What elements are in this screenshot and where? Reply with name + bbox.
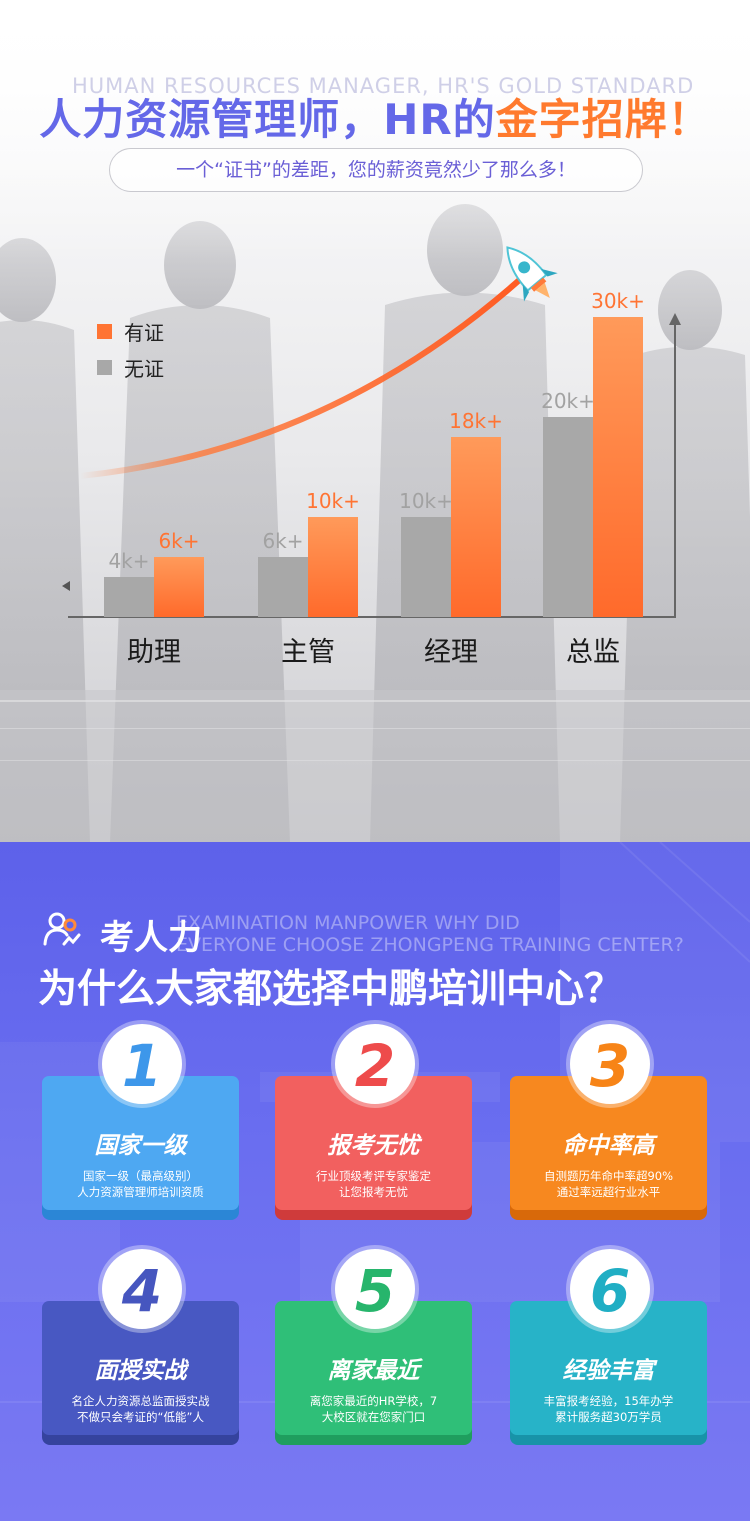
feature-card: 1 国家一级国家一级（最高级别） 人力资源管理师培训资质	[42, 1024, 239, 1254]
rocket-icon	[506, 246, 558, 302]
category-label: 经理	[424, 637, 478, 668]
card-title: 报考无忧	[327, 1133, 420, 1159]
card-desc-line1: 丰富报考经验，15年办学	[543, 1394, 674, 1408]
card-number-badge: 4	[102, 1249, 182, 1329]
bg-text-line1: EXAMINATION MANPOWER WHY DID	[176, 912, 520, 934]
section2-title-line1: 考人力	[100, 918, 202, 958]
card-desc-line2: 人力资源管理师培训资质	[77, 1185, 204, 1199]
card-number-badge: 3	[570, 1024, 650, 1104]
feature-card: 3 命中率高自测题历年命中率超90% 通过率远超行业水平	[510, 1024, 707, 1254]
bar-value-label: 4k+	[108, 549, 149, 573]
feature-card: 4 面授实战名企人力资源总监面授实战 不做只会考证的“低能”人	[42, 1249, 239, 1479]
page-title: 人力资源管理师，HR的金字招牌！	[0, 86, 750, 147]
card-desc-line1: 国家一级（最高级别）	[83, 1169, 198, 1183]
card-desc-line2: 通过率远超行业水平	[556, 1185, 661, 1199]
bar-without-cert	[543, 417, 593, 617]
card-number: 6	[589, 1257, 631, 1325]
card-number: 4	[121, 1257, 163, 1325]
feature-card: 6 经验丰富丰富报考经验，15年办学 累计服务超30万学员	[510, 1249, 707, 1479]
card-desc-line1: 自测题历年命中率超90%	[543, 1169, 674, 1183]
legend-item-with-cert: 有证	[97, 313, 164, 349]
card-number-badge: 1	[102, 1024, 182, 1104]
people-icon	[43, 912, 81, 946]
bar-value-label: 6k+	[158, 529, 199, 553]
bar-without-cert	[258, 557, 308, 617]
category-label: 总监	[566, 637, 620, 668]
salary-comparison-section: HUMAN RESOURCES MANAGER, HR'S GOLD STAND…	[0, 0, 750, 842]
bar-with-cert	[154, 557, 204, 617]
chart-legend: 有证 无证	[97, 313, 164, 385]
bar-value-label: 10k+	[306, 489, 360, 513]
category-label: 助理	[127, 637, 181, 668]
bar-with-cert	[451, 437, 501, 617]
feature-card: 5 离家最近离您家最近的HR学校，7 大校区就在您家门口	[275, 1249, 472, 1479]
legend-label: 无证	[124, 356, 164, 381]
category-label: 主管	[281, 637, 335, 668]
title-part2: 金字招牌！	[495, 95, 711, 144]
card-title: 国家一级	[94, 1133, 187, 1159]
card-number: 1	[121, 1032, 163, 1100]
card-desc-line2: 大校区就在您家门口	[321, 1410, 426, 1424]
card-number-badge: 5	[335, 1249, 415, 1329]
card-description: 国家一级（最高级别） 人力资源管理师培训资质	[42, 1168, 239, 1200]
card-desc-line2: 累计服务超30万学员	[555, 1410, 662, 1424]
card-description: 行业顶级考评专家鉴定 让您报考无忧	[275, 1168, 472, 1200]
card-title: 命中率高	[562, 1133, 655, 1159]
bar-value-label: 18k+	[449, 409, 503, 433]
legend-item-without-cert: 无证	[97, 349, 164, 385]
bar-value-label: 30k+	[591, 289, 645, 313]
card-description: 名企人力资源总监面授实战 不做只会考证的“低能”人	[42, 1393, 239, 1425]
card-description: 丰富报考经验，15年办学 累计服务超30万学员	[510, 1393, 707, 1425]
section2-title-line2: 为什么大家都选择中鹏培训中心？	[38, 967, 624, 1012]
bg-text-line2: EVERYONE CHOOSE ZHONGPENG TRAINING CENTE…	[176, 934, 684, 956]
growth-curve	[77, 272, 528, 479]
bar-with-cert	[593, 317, 643, 617]
bar-without-cert	[104, 577, 154, 617]
card-desc-line2: 让您报考无忧	[339, 1185, 408, 1199]
card-number: 2	[354, 1032, 396, 1100]
card-description: 自测题历年命中率超90% 通过率远超行业水平	[510, 1168, 707, 1200]
legend-swatch-orange	[97, 323, 112, 339]
legend-swatch-gray	[97, 359, 112, 375]
bar-with-cert	[308, 517, 358, 617]
bar-without-cert	[401, 517, 451, 617]
card-number-badge: 6	[570, 1249, 650, 1329]
section2-english-bg-text: EXAMINATION MANPOWER WHY DID EVERYONE CH…	[176, 912, 696, 956]
bar-value-label: 10k+	[399, 489, 453, 513]
header-english-bg-text: HUMAN RESOURCES MANAGER, HR'S GOLD STAND…	[72, 74, 692, 98]
legend-label: 有证	[124, 320, 164, 345]
card-number-badge: 2	[335, 1024, 415, 1104]
card-desc-line1: 行业顶级考评专家鉴定	[316, 1169, 431, 1183]
y-axis-arrow	[669, 313, 681, 325]
card-desc-line1: 离您家最近的HR学校，7	[309, 1394, 438, 1408]
feature-card: 2 报考无忧行业顶级考评专家鉴定 让您报考无忧	[275, 1024, 472, 1254]
why-choose-section: EXAMINATION MANPOWER WHY DID EVERYONE CH…	[0, 842, 750, 1521]
card-desc-line2: 不做只会考证的“低能”人	[77, 1410, 204, 1424]
subtitle-pill: 一个“证书”的差距，您的薪资竟然少了那么多！	[109, 148, 643, 192]
title-part1: 人力资源管理师，HR的	[39, 95, 496, 144]
card-title: 经验丰富	[562, 1358, 655, 1384]
x-axis-arrow	[62, 581, 70, 591]
card-number: 3	[589, 1032, 631, 1100]
card-title: 离家最近	[327, 1358, 420, 1384]
bar-value-label: 20k+	[541, 389, 595, 413]
card-description: 离您家最近的HR学校，7 大校区就在您家门口	[275, 1393, 472, 1425]
bar-value-label: 6k+	[262, 529, 303, 553]
card-number: 5	[354, 1257, 396, 1325]
card-desc-line1: 名企人力资源总监面授实战	[71, 1394, 210, 1408]
card-title: 面授实战	[94, 1358, 187, 1384]
